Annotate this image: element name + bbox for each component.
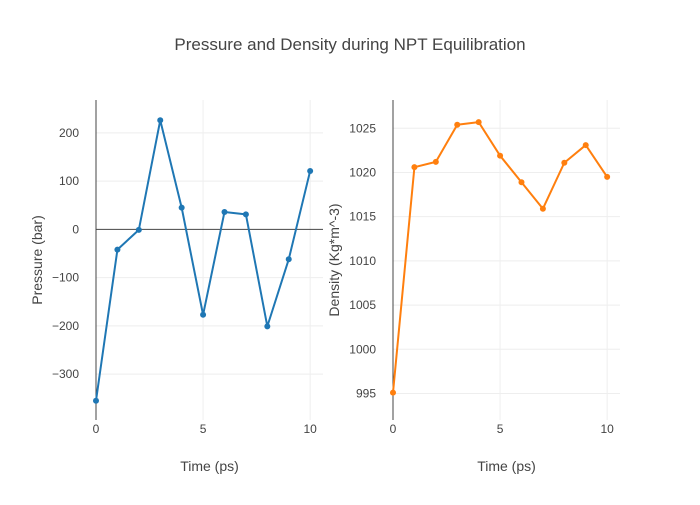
pressure-xtick-label: 5 — [200, 422, 207, 436]
pressure-data-point[interactable] — [285, 256, 292, 263]
density-data-point[interactable] — [390, 389, 396, 396]
pressure-data-point[interactable] — [307, 167, 314, 174]
density-data-point[interactable] — [518, 179, 525, 186]
pressure-data-point[interactable] — [135, 226, 142, 233]
density-xtick-label: 0 — [390, 422, 397, 436]
density-data-point[interactable] — [497, 152, 504, 159]
pressure-xtick-label: 10 — [303, 422, 317, 436]
density-x-axis-title: Time (ps) — [477, 458, 536, 474]
pressure-data-point[interactable] — [221, 208, 228, 215]
density-ytick-label: 1010 — [349, 254, 376, 268]
density-ytick-label: 1015 — [349, 210, 376, 224]
density-ytick-label: 1000 — [349, 342, 376, 356]
pressure-data-point[interactable] — [114, 246, 121, 253]
density-ytick-label: 1005 — [349, 298, 376, 312]
pressure-ytick-label: 0 — [72, 222, 79, 236]
pressure-data-point[interactable] — [264, 323, 271, 330]
pressure-data-point[interactable] — [200, 311, 207, 318]
pressure-ytick-label: 200 — [59, 126, 79, 140]
density-xtick-label: 5 — [497, 422, 504, 436]
pressure-data-point[interactable] — [242, 211, 249, 218]
density-subplot: 1025 1020 1015 1010 1005 1000 995 0 5 10 Time (ps)… — [326, 100, 620, 474]
density-ytick-label: 1020 — [349, 165, 376, 179]
pressure-data-point[interactable] — [157, 117, 164, 124]
pressure-x-axis-title: Time (ps) — [180, 458, 239, 474]
pressure-subplot: 200 100 0 −100 −200 −300 0 5 10 Time (ps) Pressure… — [29, 100, 323, 474]
density-ytick-label: 1025 — [349, 121, 376, 135]
density-ytick-label: 995 — [356, 386, 376, 400]
chart-title: Pressure and Density during NPT Equilibr… — [174, 35, 525, 54]
pressure-data-point[interactable] — [93, 397, 99, 404]
density-data-point[interactable] — [582, 142, 589, 149]
density-data-point[interactable] — [432, 158, 439, 165]
density-y-axis-title: Density (Kg*m^-3) — [326, 203, 342, 316]
density-xtick-label: 10 — [600, 422, 614, 436]
pressure-ytick-label: −100 — [52, 271, 79, 285]
density-data-point[interactable] — [561, 159, 568, 166]
pressure-xtick-label: 0 — [93, 422, 100, 436]
density-data-point[interactable] — [454, 121, 461, 128]
pressure-ytick-label: 100 — [59, 174, 79, 188]
pressure-ytick-label: −200 — [52, 319, 79, 333]
density-data-point[interactable] — [411, 164, 418, 171]
density-data-point[interactable] — [539, 205, 546, 212]
pressure-y-axis-title: Pressure (bar) — [29, 215, 45, 304]
pressure-data-point[interactable] — [178, 204, 185, 211]
density-data-point[interactable] — [604, 173, 611, 180]
density-data-point[interactable] — [475, 119, 482, 126]
pressure-ytick-label: −300 — [52, 367, 79, 381]
